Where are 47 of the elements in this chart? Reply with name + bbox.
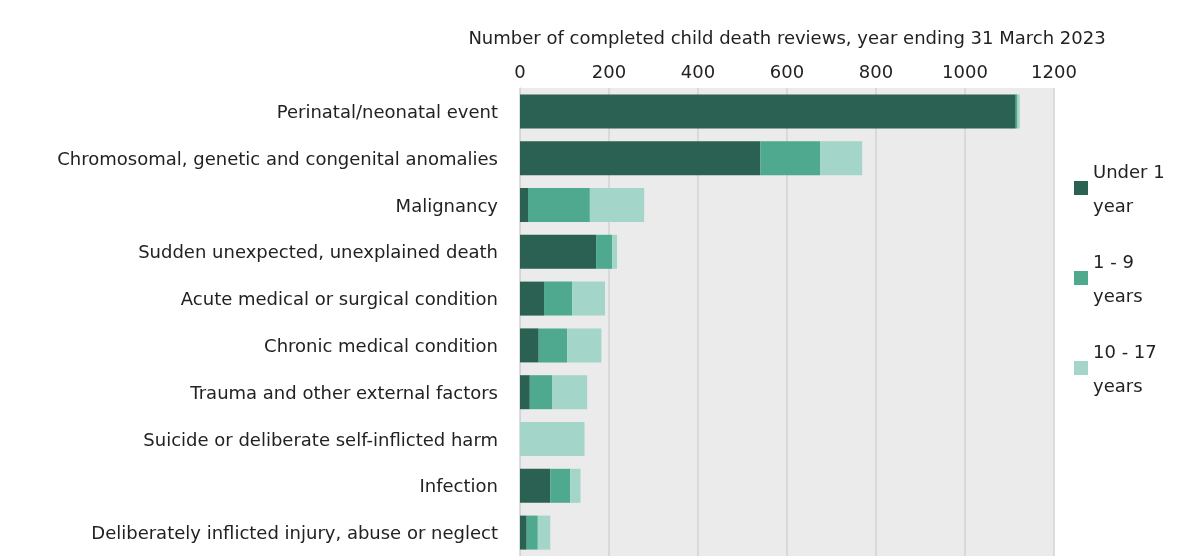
- y-tick-label: Malignancy: [395, 194, 499, 216]
- bar: [520, 328, 539, 363]
- x-tick-label: 800: [858, 60, 894, 82]
- y-tick-label: Suicide or deliberate self-inflicted harm: [143, 428, 498, 450]
- bar: [544, 281, 573, 316]
- legend-label: 10 - 17 years: [1093, 340, 1163, 396]
- bar: [520, 468, 551, 503]
- bar: [538, 328, 568, 363]
- y-tick-label: Perinatal/neonatal event: [276, 100, 498, 122]
- bar: [567, 328, 602, 363]
- bar: [529, 375, 553, 410]
- legend-label: Under 1 year: [1093, 160, 1171, 216]
- bar: [550, 468, 571, 503]
- x-tick-label: 1200: [1031, 60, 1077, 82]
- x-tick-label: 600: [769, 60, 805, 82]
- bar: [552, 375, 588, 410]
- bar: [520, 234, 597, 269]
- bar: [589, 188, 645, 222]
- bar: [520, 141, 761, 176]
- bar: [596, 234, 613, 269]
- y-tick-label: Trauma and other external factors: [189, 381, 498, 403]
- bar: [572, 281, 605, 316]
- bar: [570, 468, 581, 503]
- y-tick-label: Acute medical or surgical condition: [180, 288, 498, 310]
- bar: [520, 281, 545, 316]
- bar: [526, 515, 538, 550]
- y-tick-label: Chronic medical condition: [264, 334, 498, 356]
- bar: [520, 515, 527, 550]
- bar: [520, 94, 1016, 129]
- y-tick-label: Deliberately inflicted injury, abuse or neglect: [91, 522, 498, 544]
- bar: [520, 375, 530, 410]
- x-tick-label: 400: [680, 60, 716, 82]
- bar: [528, 188, 590, 222]
- bar: [612, 234, 618, 269]
- y-tick-label: Infection: [419, 475, 498, 497]
- y-tick-label: Chromosomal, genetic and congenital anomalies: [57, 147, 498, 169]
- x-tick-label: 0: [514, 60, 526, 82]
- y-tick-label: Sudden unexpected, unexplained death: [138, 241, 498, 263]
- bar: [820, 141, 863, 176]
- x-tick-label: 200: [591, 60, 627, 82]
- bar: [537, 515, 551, 550]
- x-axis-title: Number of completed child death reviews, year ending 31 March 2023: [468, 26, 1106, 48]
- bar: [520, 188, 529, 222]
- bar: [520, 422, 585, 456]
- legend-label: 1 - 9 years: [1093, 250, 1143, 306]
- bar: [760, 141, 821, 176]
- x-tick-label: 1000: [942, 60, 988, 82]
